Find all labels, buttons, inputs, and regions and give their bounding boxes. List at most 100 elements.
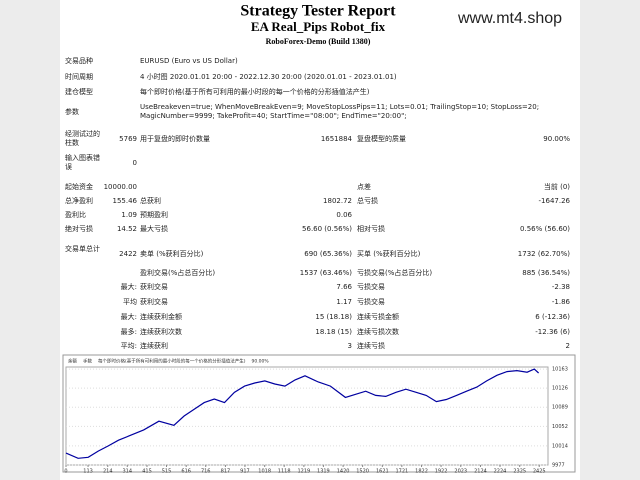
x-tick-label: 1822 — [415, 469, 428, 475]
table-cell: 点差 — [357, 183, 371, 191]
table-cell: 预期盈利 — [140, 211, 168, 219]
x-tick-label: 113 — [83, 469, 93, 475]
x-tick-label: 1219 — [298, 469, 311, 475]
table-cell: 3 — [347, 342, 352, 350]
table-cell: 总净盈利 — [65, 197, 93, 205]
table-cell: 复盘模型的质量 — [357, 135, 406, 143]
server: RoboForex-Demo (Build 1380) — [266, 37, 371, 46]
table-cell: 5769 — [119, 135, 137, 143]
legend-item: 手数 — [83, 358, 92, 365]
x-tick-label: 1018 — [258, 469, 271, 475]
x-tick-label: 2023 — [454, 469, 467, 475]
table-cell: 4 小时图 2020.01.01 20:00 - 2022.12.30 20:0… — [140, 73, 397, 81]
legend-item: 每个即时价格(基于所有可利用的最小时段的每一个价格的分形插值法产生) — [98, 358, 246, 365]
table-cell: 1732 (62.70%) — [517, 250, 570, 258]
table-cell: 0.06 — [336, 211, 352, 219]
table-cell: 总亏损 — [357, 197, 378, 205]
table-cell: 885 (36.54%) — [522, 269, 570, 277]
x-tick-label: 314 — [123, 469, 133, 475]
table-cell: 亏损交易 — [357, 283, 385, 291]
table-cell: 参数 — [65, 108, 79, 116]
x-tick-label: 515 — [162, 469, 172, 475]
table-cell: 绝对亏损 — [65, 225, 93, 233]
table-cell: 最大: — [120, 313, 137, 321]
table-cell: 2 — [565, 342, 570, 350]
table-cell: 盈利比 — [65, 211, 86, 219]
table-cell: 10000.00 — [103, 183, 137, 191]
table-cell: -1.86 — [551, 298, 570, 306]
table-cell: 最大: — [120, 283, 137, 291]
table-cell: 相对亏损 — [357, 225, 385, 233]
table-cell: -12.36 (6) — [535, 328, 570, 336]
y-tick-label: 10089 — [552, 405, 568, 411]
table-cell: 平均: — [120, 342, 137, 350]
x-tick-label: 2425 — [533, 469, 546, 475]
table-cell: 买单 (%获利百分比) — [357, 250, 421, 258]
table-cell: 最大亏损 — [140, 225, 168, 233]
legend-item: 90.00% — [252, 359, 270, 365]
y-tick-label: 10014 — [552, 443, 568, 449]
x-tick-label: 1520 — [356, 469, 369, 475]
table-cell: -2.38 — [551, 283, 570, 291]
x-tick-label: 716 — [201, 469, 211, 475]
table-cell: 用于复盘的即时价数量 — [140, 135, 210, 143]
table-cell: 0 — [132, 159, 137, 167]
x-tick-label: 1319 — [317, 469, 330, 475]
table-cell: 7.66 — [336, 283, 352, 291]
table-cell: 1651884 — [320, 135, 352, 143]
table-cell: 输入图表错误 — [65, 154, 100, 171]
report-title: Strategy Tester Report — [240, 3, 396, 20]
table-cell: 56.60 (0.56%) — [302, 225, 352, 233]
balance-line — [65, 368, 540, 459]
x-tick-label: 1621 — [376, 469, 389, 475]
table-cell: 连续亏损 — [357, 342, 385, 350]
x-tick-label: 616 — [181, 469, 191, 475]
table-cell: 亏损交易 — [357, 298, 385, 306]
table-cell: 时间周期 — [65, 73, 93, 81]
x-tick-label: 817 — [221, 469, 231, 475]
table-cell: 连续亏损金额 — [357, 313, 399, 321]
y-tick-label: 10126 — [552, 386, 568, 392]
x-tick-label: 0 — [64, 469, 67, 475]
x-tick-label: 214 — [103, 469, 113, 475]
table-cell: 连续获利 — [140, 342, 168, 350]
table-cell: 690 (65.36%) — [304, 250, 352, 258]
table-cell: -1647.26 — [538, 197, 570, 205]
table-cell: 总获利 — [140, 197, 161, 205]
legend-item: 余额 — [68, 358, 77, 365]
table-cell: 起始资金 — [65, 183, 93, 191]
table-cell: 获利交易 — [140, 283, 168, 291]
table-cell: 卖单 (%获利百分比) — [140, 250, 204, 258]
table-cell: 14.52 — [116, 225, 137, 233]
x-tick-label: 1118 — [278, 469, 291, 475]
y-tick-label: 10163 — [552, 367, 568, 373]
x-tick-label: 1922 — [435, 469, 448, 475]
table-cell: UseBreakeven=true; WhenMoveBreakEven=9; … — [140, 103, 540, 120]
table-cell: 1.17 — [336, 298, 352, 306]
x-tick-label: 415 — [142, 469, 152, 475]
table-cell: 1802.72 — [323, 197, 352, 205]
table-cell: 连续获利次数 — [140, 328, 182, 336]
table-cell: 经测试过的柱数 — [65, 130, 100, 147]
table-cell: 建仓模型 — [65, 88, 93, 96]
x-tick-label: 1420 — [337, 469, 350, 475]
table-cell: 155.46 — [112, 197, 138, 205]
table-cell: 连续获利金额 — [140, 313, 182, 321]
table-cell: EURUSD (Euro vs US Dollar) — [140, 57, 238, 65]
x-tick-label: 2325 — [513, 469, 526, 475]
table-cell: 18.18 (15) — [315, 328, 352, 336]
y-tick-label: 10052 — [552, 424, 568, 430]
x-tick-label: 2124 — [474, 469, 487, 475]
table-cell: 90.00% — [543, 135, 570, 143]
table-cell: 1537 (63.46%) — [299, 269, 352, 277]
table-cell: 15 (18.18) — [315, 313, 352, 321]
table-cell: 当前 (0) — [543, 183, 570, 191]
table-cell: 获利交易 — [140, 298, 168, 306]
table-cell: 盈利交易(%占总百分比) — [140, 269, 216, 277]
table-cell: 交易品种 — [65, 57, 93, 65]
table-cell: 平均 — [123, 298, 137, 306]
table-cell: 最多: — [120, 328, 137, 336]
y-tick-label: 9977 — [552, 463, 565, 469]
